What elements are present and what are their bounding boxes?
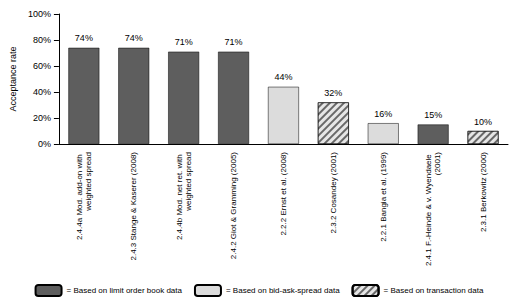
svg-text:2.4.4b Mod. net ret. with: 2.4.4b Mod. net ret. with [175,152,184,240]
svg-text:weighted spread: weighted spread [84,152,93,212]
svg-text:= Based on limit order book da: = Based on limit order book data [67,286,183,295]
svg-text:16%: 16% [374,109,392,119]
svg-text:10%: 10% [474,117,492,127]
svg-text:20%: 20% [33,113,51,123]
svg-text:32%: 32% [324,88,342,98]
svg-text:2.3.2 Cosandey (2001): 2.3.2 Cosandey (2001) [329,152,338,234]
svg-text:= Based on bid-ask-spread data: = Based on bid-ask-spread data [226,286,340,295]
svg-text:Acceptance rate: Acceptance rate [8,46,18,111]
svg-text:weighted spread: weighted spread [184,152,193,212]
svg-text:40%: 40% [33,87,51,97]
svg-text:= Based on transaction data: = Based on transaction data [384,286,484,295]
svg-text:(2001): (2001) [433,152,442,175]
svg-text:15%: 15% [424,110,442,120]
svg-text:100%: 100% [28,9,51,19]
svg-text:60%: 60% [33,61,51,71]
svg-text:2.4.3 Stange & Kaserer (2008): 2.4.3 Stange & Kaserer (2008) [129,152,138,261]
svg-text:74%: 74% [75,33,93,43]
svg-text:2.4.4a Mod. add-on with: 2.4.4a Mod. add-on with [75,152,84,240]
svg-text:2.4.1 F.-Heinde & v. Wyendaele: 2.4.1 F.-Heinde & v. Wyendaele [424,152,433,266]
svg-text:71%: 71% [225,37,243,47]
svg-text:2.3.1 Berkowitz (2000): 2.3.1 Berkowitz (2000) [479,152,488,232]
svg-text:2.2.2 Ernst et al. (2008): 2.2.2 Ernst et al. (2008) [279,152,288,236]
svg-text:2.4.2 Giot & Gramming (2005): 2.4.2 Giot & Gramming (2005) [229,152,238,259]
svg-text:74%: 74% [125,33,143,43]
svg-text:0%: 0% [38,139,51,149]
svg-text:71%: 71% [175,37,193,47]
svg-text:44%: 44% [274,72,292,82]
svg-text:80%: 80% [33,35,51,45]
svg-text:2.2.1 Bangia et al. (1999): 2.2.1 Bangia et al. (1999) [379,152,388,242]
